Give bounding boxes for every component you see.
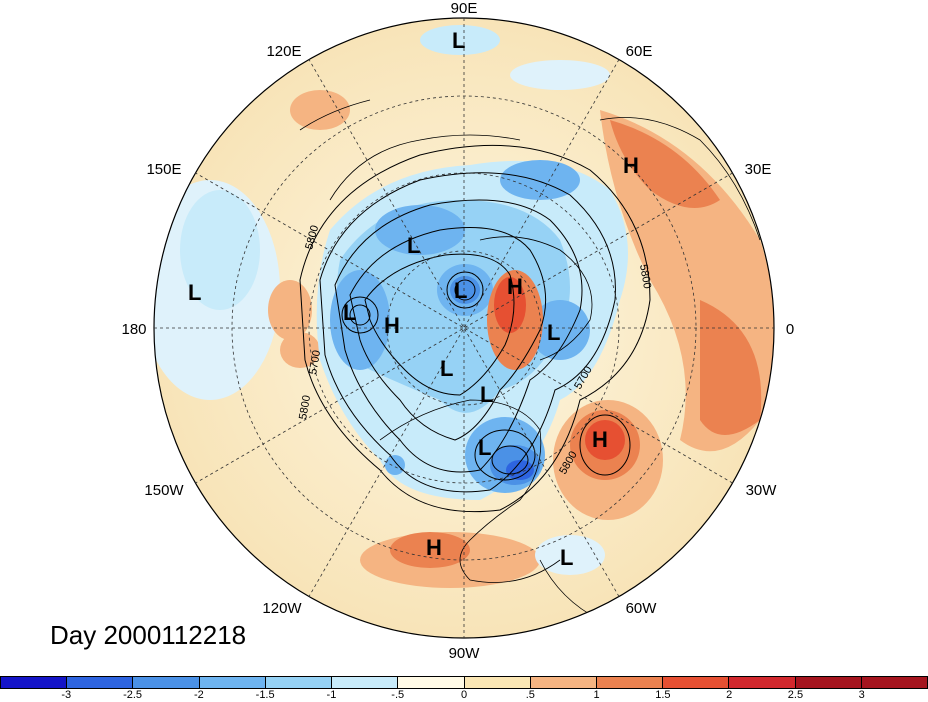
colorbar-segment [861, 677, 928, 688]
colorbar-tick-label: -2.5 [123, 689, 143, 701]
low-center-marker: L [407, 233, 420, 258]
longitude-labels: 90E 60E 30E 0 30W 60W 90W 120W 150W 180 … [121, 0, 794, 662]
low-center-marker: L [454, 278, 467, 303]
low-center-marker: L [188, 280, 201, 305]
anomaly-field [154, 18, 774, 638]
high-center-marker: H [592, 427, 608, 452]
lon-label-60w: 60W [626, 600, 658, 617]
colorbar-tick-label: -.5 [391, 689, 405, 701]
low-center-marker: L [547, 320, 560, 345]
colorbar-tick-label: 1.5 [655, 689, 671, 701]
contour-label: 5700 [307, 349, 323, 375]
colorbar-segment [133, 677, 200, 688]
lon-label-120w: 120W [262, 600, 302, 617]
low-center-marker: L [478, 435, 491, 460]
colorbar-tick-label: 2 [726, 689, 733, 701]
pressure-centers: L H L L H L H L L L L H L H L [188, 28, 639, 570]
contour-label: 5800 [297, 394, 313, 420]
colorbar-segment [795, 677, 862, 688]
colorbar-tick-label: 3 [858, 689, 865, 701]
high-center-marker: H [384, 313, 400, 338]
colorbar-segment [1, 677, 68, 688]
colorbar-segment [530, 677, 597, 688]
colorbar-tick-labels: -3 -2.5 -2 -1.5 -1 -.5 0 .5 1 1.5 2 2.5 3 [0, 689, 928, 702]
low-center-marker: L [440, 356, 453, 381]
colorbar-segment [199, 677, 266, 688]
lon-label-90w: 90W [449, 645, 481, 662]
colorbar-tick-label: -1 [326, 689, 337, 701]
colorbar-segment [332, 677, 399, 688]
colorbar-tick-label: 0 [460, 689, 468, 701]
high-center-marker: H [426, 535, 442, 560]
colorbar-segment [663, 677, 730, 688]
colorbar-tick-label: 1 [593, 689, 600, 701]
map-title: Day 2000112218 [50, 620, 247, 650]
high-center-marker: H [623, 153, 639, 178]
lon-label-150w: 150W [144, 482, 184, 499]
colorbar-tick-label: -3 [61, 689, 72, 701]
colorbar-segment [67, 677, 134, 688]
high-center-marker: H [507, 274, 523, 299]
lon-label-180: 180 [121, 321, 146, 338]
colorbar-tick-label: -2 [193, 689, 204, 701]
low-center-marker: L [560, 545, 573, 570]
colorbar [0, 676, 928, 689]
contour-label: 5800 [637, 263, 653, 289]
lon-label-90e: 90E [451, 0, 478, 17]
colorbar-segment [398, 677, 465, 688]
colorbar-segment [265, 677, 333, 688]
colorbar-tick-label: .5 [525, 689, 535, 701]
lon-label-30w: 30W [746, 482, 778, 499]
low-center-marker: L [452, 28, 465, 53]
colorbar-tick-label: -1.5 [255, 689, 275, 701]
lon-label-0: 0 [786, 321, 794, 338]
height-contours [299, 144, 651, 513]
lon-label-60e: 60E [626, 43, 653, 60]
colorbar-tick-label: 2.5 [787, 689, 804, 701]
lon-label-30e: 30E [745, 161, 772, 178]
graticule [154, 18, 774, 638]
colorbar-segment [464, 677, 531, 688]
colorbar-segment [596, 677, 664, 688]
lon-label-120e: 120E [266, 43, 301, 60]
lon-label-150e: 150E [146, 161, 181, 178]
low-center-marker: L [343, 300, 356, 325]
low-center-marker: L [480, 382, 493, 407]
colorbar-segment [729, 677, 796, 688]
